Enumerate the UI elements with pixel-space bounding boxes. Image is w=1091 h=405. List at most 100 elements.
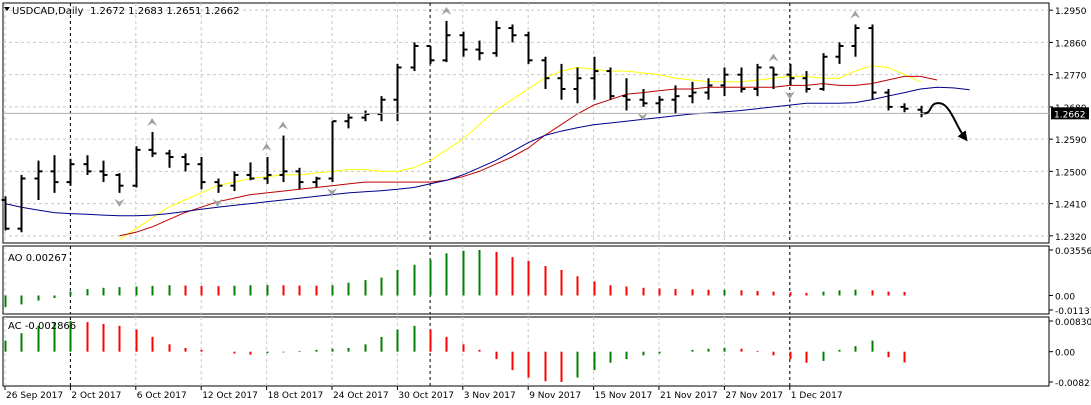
ohlc-bar (50, 155, 59, 193)
fractal-down-marker (784, 91, 795, 100)
y-tick-label: 1.2770 (1055, 72, 1087, 82)
ohlc-bar (541, 56, 550, 89)
ohlc-bar (410, 42, 419, 72)
x-tick-label: 18 Oct 2017 (268, 391, 324, 401)
ohlc-bar (132, 146, 141, 188)
ohlc-bar (802, 71, 811, 93)
ohlc-bar (361, 110, 370, 122)
ohlc-bar (835, 42, 844, 64)
x-tick-label: 15 Nov 2017 (595, 391, 653, 401)
ohlc-bar (442, 20, 451, 63)
y-tick-label: -0.01137 (1055, 307, 1091, 317)
ohlc-bar (655, 96, 664, 115)
curved-arrow-down (924, 102, 966, 138)
ohlc-bar (279, 135, 288, 183)
ohlc-bar (753, 63, 762, 97)
ohlc-bar (295, 167, 304, 190)
ohlc-bar (475, 40, 484, 61)
ohlc-bar (34, 160, 43, 201)
ohlc-bar (17, 174, 26, 233)
moving-averages (4, 65, 970, 240)
fractal-up-marker (441, 6, 452, 15)
chart-menu-icon (4, 7, 10, 11)
panel-frame-1 (2, 2, 1050, 244)
ohlc-bar (214, 178, 223, 193)
fractal-up-marker (277, 121, 288, 130)
y-tick-label: 1.2320 (1055, 233, 1087, 243)
y-tick-label: 1.2950 (1055, 7, 1087, 17)
panel-labels: USDCAD,Daily 1.2672 1.2683 1.2651 1.2662… (4, 6, 240, 332)
ohlc-bar (851, 24, 860, 57)
ohlc-bar (622, 78, 631, 111)
ohlc-bar (115, 173, 124, 193)
x-tick-label: 9 Nov 2017 (529, 391, 581, 401)
y-tick-label: 0.00 (1055, 292, 1075, 302)
fractal-down-marker (212, 198, 223, 207)
ohlc-bar (344, 114, 353, 129)
x-tick-label: 24 Oct 2017 (333, 391, 389, 401)
ohlc-bar (819, 53, 828, 91)
ohlc-bar (720, 67, 729, 97)
fractal-up-marker (850, 10, 861, 19)
ohlc-bar (606, 67, 615, 100)
ohlc-bar (83, 155, 92, 175)
ohlc-bar (671, 85, 680, 115)
ohlc-bar (688, 81, 697, 104)
ohlc-header: 1.2672 1.2683 1.2651 1.2662 (90, 6, 240, 17)
y-tick-label: 1.2410 (1055, 201, 1087, 211)
ohlc-bar (148, 131, 157, 158)
fractals (114, 6, 861, 207)
fractal-down-marker (637, 112, 648, 121)
ac-histogram (4, 321, 906, 382)
y-tick-label: 1.2860 (1055, 39, 1087, 49)
x-tick-label: 1 Dec 2017 (791, 391, 843, 401)
annotations (924, 102, 968, 142)
x-tick-label: 3 Nov 2017 (464, 391, 516, 401)
chart-title: USDCAD,Daily (12, 6, 83, 17)
ohlc-bar (377, 96, 386, 122)
ohlc-bar (639, 88, 648, 107)
grid (3, 3, 1049, 386)
period-separators (69, 3, 791, 386)
y-tick-label: 1.2590 (1055, 136, 1087, 146)
y-tick-label: 0.00 (1055, 349, 1075, 359)
fractal-up-marker (768, 53, 779, 62)
ohlc-bar (181, 153, 190, 172)
x-tick-label: 6 Oct 2017 (137, 391, 187, 401)
ohlc-bar (165, 149, 174, 168)
x-tick-label: 27 Nov 2017 (725, 391, 783, 401)
ohlc-bar (459, 31, 468, 57)
ohlc-bar (573, 67, 582, 104)
price-bars (1, 20, 926, 233)
ohlc-bar (917, 105, 926, 118)
ohlc-bar (246, 162, 255, 181)
ohlc-bar (590, 56, 599, 100)
x-tick-label: 12 Oct 2017 (202, 391, 258, 401)
ohlc-bar (508, 24, 517, 43)
ohlc-bar (557, 63, 566, 100)
ohlc-bar (868, 24, 877, 100)
y-tick-label: 1.2500 (1055, 168, 1087, 178)
moving-average-line-3 (4, 86, 970, 217)
ohlc-bar (900, 103, 909, 113)
ohlc-bar (393, 63, 402, 122)
panel-frame-2 (2, 245, 1050, 315)
x-tick-label: 30 Oct 2017 (398, 391, 454, 401)
ohlc-bar (769, 66, 778, 89)
ac-label: AC -0.002866 (8, 321, 76, 332)
ohlc-bar (704, 78, 713, 100)
ohlc-bar (524, 31, 533, 64)
fractal-down-marker (327, 188, 337, 197)
current-price-label: 1.2662 (1054, 110, 1086, 120)
y-tick-label: 0.03556 (1055, 247, 1091, 257)
ohlc-bar (230, 171, 239, 192)
ohlc-bar (426, 44, 435, 64)
ao-label: AO 0.00267 (8, 253, 67, 264)
ohlc-bar (1, 196, 10, 231)
x-tick-label: 26 Sep 2017 (6, 391, 63, 401)
y-tick-label: -0.00821 (1055, 379, 1091, 389)
ohlc-bar (737, 67, 746, 93)
fractal-up-marker (147, 117, 158, 126)
